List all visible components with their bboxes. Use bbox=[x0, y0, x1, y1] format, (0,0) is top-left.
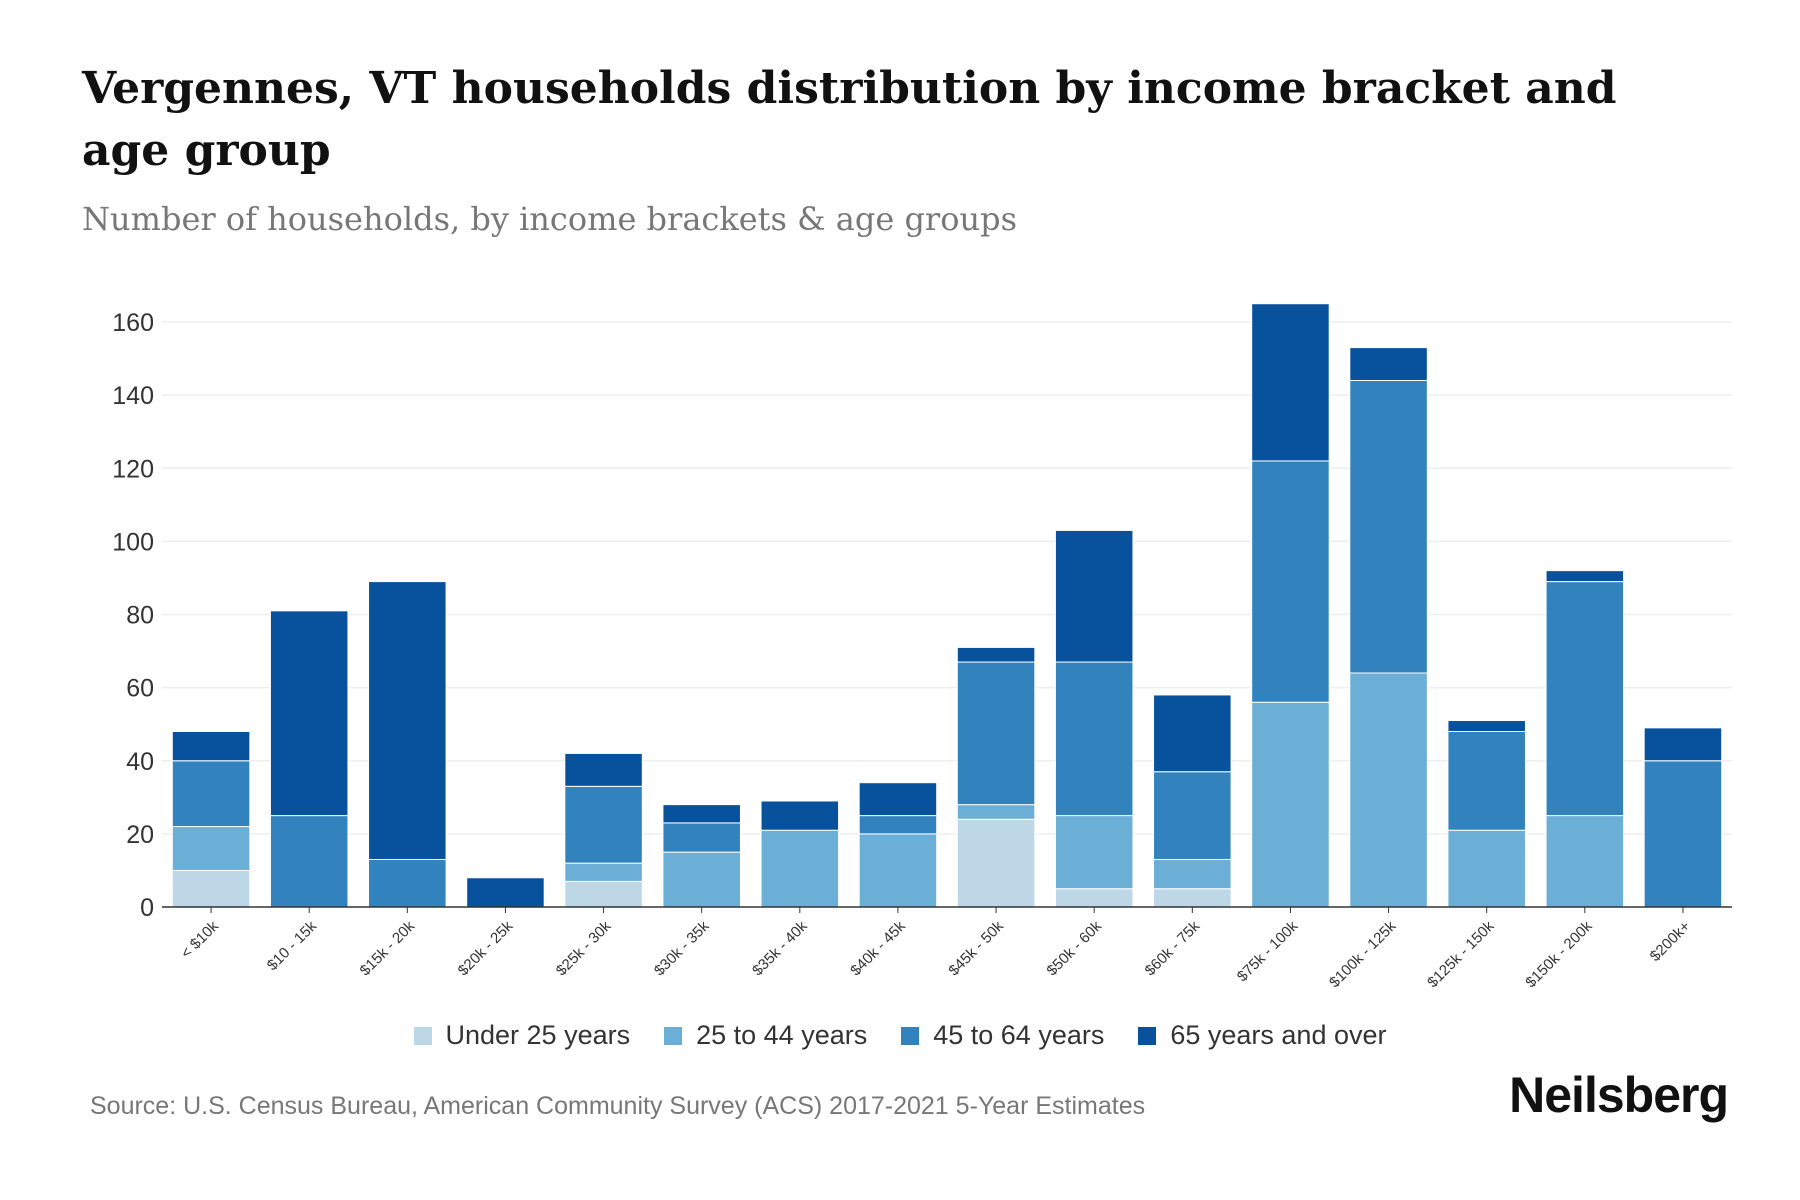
x-tick-label: $100k - 125k bbox=[1326, 917, 1400, 991]
bar-segment bbox=[368, 581, 447, 860]
bar-segment bbox=[1251, 701, 1330, 908]
bar-segment bbox=[269, 610, 349, 817]
bar-segment bbox=[564, 880, 643, 908]
legend: Under 25 years 25 to 44 years 45 to 64 y… bbox=[0, 1020, 1800, 1051]
bar-segment bbox=[760, 800, 840, 831]
legend-item: 65 years and over bbox=[1138, 1020, 1387, 1051]
legend-label: 45 to 64 years bbox=[933, 1020, 1105, 1050]
legend-label: Under 25 years bbox=[445, 1020, 631, 1050]
bar-segment bbox=[1251, 460, 1330, 703]
bar-segment bbox=[1643, 760, 1723, 908]
bar-segment bbox=[1349, 380, 1428, 674]
chart-subtitle: Number of households, by income brackets… bbox=[82, 200, 1017, 238]
bar-segment bbox=[368, 858, 447, 908]
bar-segment bbox=[662, 851, 741, 908]
x-tick-label: $60k - 75k bbox=[1142, 917, 1204, 979]
bar-segment bbox=[1447, 731, 1526, 831]
x-tick-label: $30k - 35k bbox=[651, 917, 713, 979]
bar-segment bbox=[956, 804, 1036, 820]
neilsberg-logo: Neilsberg bbox=[1509, 1067, 1729, 1123]
y-tick-label: 100 bbox=[112, 528, 154, 556]
legend-item: 45 to 64 years bbox=[901, 1020, 1104, 1051]
chart-title: Vergennes, VT households distribution by… bbox=[82, 63, 1617, 176]
bar-segment bbox=[1447, 829, 1526, 908]
y-tick-label: 40 bbox=[126, 748, 154, 776]
legend-label: 65 years and over bbox=[1170, 1020, 1387, 1050]
bar-segment bbox=[662, 822, 741, 853]
legend-swatch bbox=[413, 1026, 432, 1045]
bar-segment bbox=[956, 818, 1036, 908]
bar-segment bbox=[956, 646, 1036, 663]
x-tick-label: $125k - 150k bbox=[1424, 917, 1498, 991]
bar-segment bbox=[858, 815, 938, 835]
x-tick-label: $50k - 60k bbox=[1043, 917, 1105, 979]
legend-item: 25 to 44 years bbox=[664, 1020, 867, 1051]
bar-segment bbox=[1643, 727, 1723, 762]
bar-segment bbox=[858, 782, 938, 817]
y-tick-label: 80 bbox=[126, 602, 154, 630]
x-tick-label: $25k - 30k bbox=[553, 917, 615, 979]
x-tick-label: $35k - 40k bbox=[749, 917, 811, 979]
bar-segment bbox=[1349, 347, 1428, 381]
bar-segment bbox=[858, 833, 938, 908]
x-tick-label: $15k - 20k bbox=[357, 917, 419, 979]
bar-segment bbox=[1054, 661, 1134, 817]
bar-segment bbox=[956, 661, 1036, 806]
source-note: Source: U.S. Census Bureau, American Com… bbox=[90, 1092, 1146, 1120]
bar-segment bbox=[1349, 672, 1428, 908]
x-tick-label: < $10k bbox=[178, 917, 223, 962]
bar-segment bbox=[662, 804, 741, 824]
x-tick-label: $150k - 200k bbox=[1522, 917, 1596, 991]
bar-segment bbox=[1054, 815, 1134, 890]
y-tick-label: 160 bbox=[112, 309, 154, 337]
bar-segment bbox=[1545, 581, 1625, 817]
bar-segment bbox=[1153, 888, 1232, 908]
x-tick-label: $45k - 50k bbox=[945, 917, 1007, 979]
bar-segment bbox=[1447, 720, 1526, 732]
x-tick-label: $20k - 25k bbox=[455, 917, 517, 979]
bar-segment bbox=[171, 731, 251, 762]
bar-segment bbox=[1054, 888, 1134, 908]
x-tick-label: $75k - 100k bbox=[1234, 917, 1302, 985]
y-tick-label: 140 bbox=[112, 382, 154, 410]
bar-segment bbox=[171, 869, 251, 908]
legend-swatch bbox=[664, 1026, 683, 1045]
bar-segment bbox=[269, 815, 349, 908]
bar-segment bbox=[1054, 529, 1134, 663]
bar-segment bbox=[1153, 771, 1232, 860]
bar-segment bbox=[1545, 815, 1625, 908]
bar-segment bbox=[466, 877, 545, 908]
y-tick-label: 0 bbox=[140, 894, 154, 922]
legend-swatch bbox=[1138, 1026, 1157, 1045]
bar-segment bbox=[171, 826, 251, 871]
x-tick-label: $40k - 45k bbox=[847, 917, 909, 979]
bar-segment bbox=[564, 862, 643, 882]
y-tick-label: 20 bbox=[126, 821, 154, 849]
bar-segment bbox=[1153, 858, 1232, 890]
legend-swatch bbox=[901, 1026, 920, 1045]
y-tick-label: 120 bbox=[112, 455, 154, 483]
bar-segment bbox=[564, 752, 643, 787]
bar-segment bbox=[1545, 570, 1625, 583]
bar-segment bbox=[1251, 303, 1330, 462]
bar-segment bbox=[760, 829, 840, 908]
legend-label: 25 to 44 years bbox=[696, 1020, 868, 1050]
bar-segment bbox=[1153, 694, 1232, 773]
legend-item: Under 25 years bbox=[413, 1020, 631, 1051]
bar-segment bbox=[564, 785, 643, 864]
x-tick-label: $10 - 15k bbox=[264, 917, 321, 974]
bar-segment bbox=[171, 760, 251, 828]
y-tick-label: 60 bbox=[126, 675, 154, 703]
x-tick-label: $200k+ bbox=[1647, 918, 1694, 965]
